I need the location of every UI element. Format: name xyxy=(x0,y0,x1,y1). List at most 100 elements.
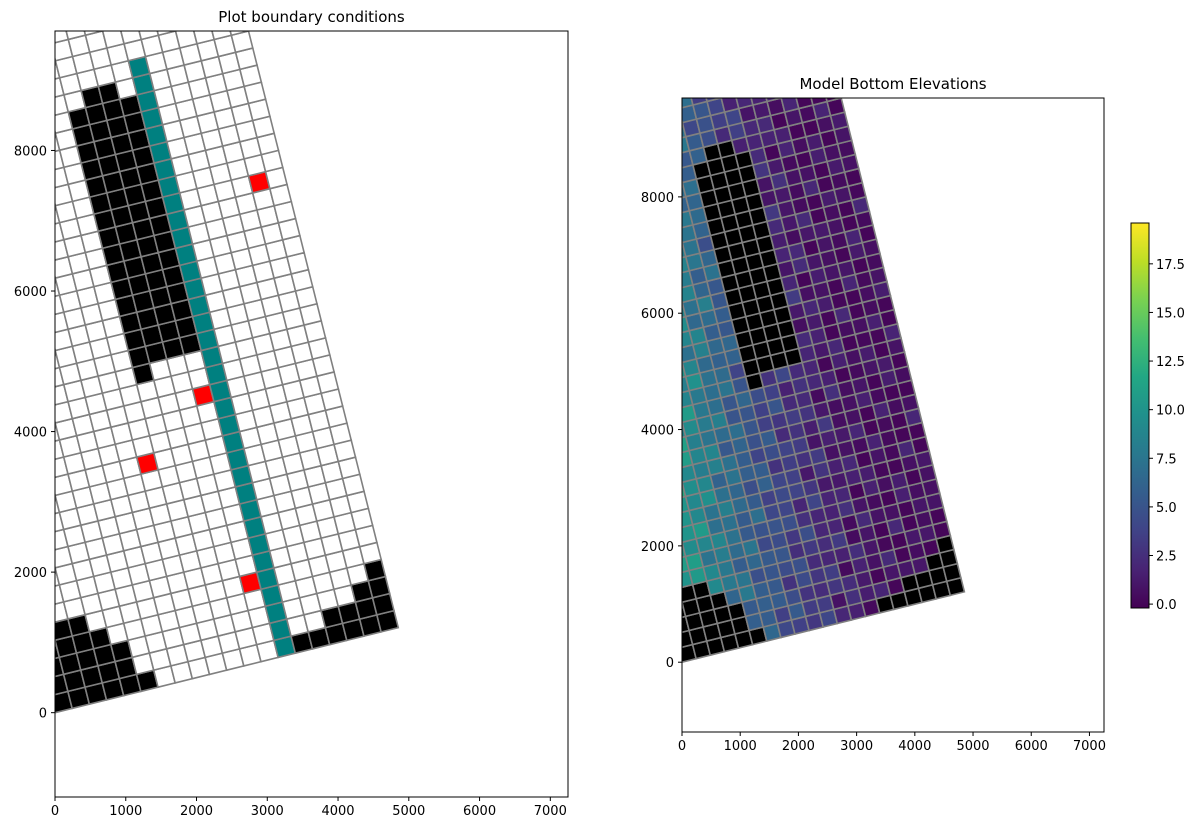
grid-cell xyxy=(555,151,573,169)
grid-cell xyxy=(12,393,33,414)
grid-cell xyxy=(0,146,8,167)
y-tick-label: 4000 xyxy=(14,426,47,441)
grid-cell xyxy=(4,359,25,380)
colorbar-tick-label: 2.5 xyxy=(1156,550,1177,565)
grid-cell xyxy=(587,98,605,116)
grid-cell xyxy=(636,475,654,493)
grid-cell xyxy=(590,292,608,310)
grid-cell xyxy=(711,52,729,70)
grid-cell xyxy=(55,346,57,352)
grid-cell xyxy=(622,359,640,377)
grid-cell xyxy=(583,264,601,282)
grid-cell xyxy=(55,128,57,135)
grid-cell xyxy=(211,31,233,41)
grid-cell xyxy=(25,299,46,320)
grid-cell xyxy=(622,239,640,257)
grid-cell xyxy=(647,338,665,356)
grid-cell xyxy=(705,98,723,103)
plot-title: Plot boundary conditions xyxy=(218,8,405,26)
grid-cell xyxy=(640,250,658,268)
grid-cell xyxy=(17,120,38,141)
y-tick-label: 0 xyxy=(666,656,674,671)
grid-cell xyxy=(0,470,17,491)
grid-cell xyxy=(598,320,616,338)
grid-cell xyxy=(174,31,179,32)
grid-cell xyxy=(101,31,106,32)
grid-cell xyxy=(661,334,679,352)
grid-cell xyxy=(658,140,676,158)
grid-cell xyxy=(0,291,8,312)
grid-cell xyxy=(640,369,658,387)
grid-cell xyxy=(65,31,87,41)
grid-cell xyxy=(0,18,13,39)
grid-cell xyxy=(668,63,686,81)
grid-cell xyxy=(25,517,46,538)
grid-cell xyxy=(629,147,647,165)
grid-cell xyxy=(0,91,12,112)
grid-cell xyxy=(128,0,149,5)
grid-cell xyxy=(594,126,612,144)
grid-cell xyxy=(77,0,98,18)
grid-cell xyxy=(658,320,676,338)
grid-cell xyxy=(17,483,38,504)
grid-cell xyxy=(651,112,669,130)
axes-frame xyxy=(681,97,1105,733)
grid-cell xyxy=(780,98,785,99)
grid-cell xyxy=(626,373,644,391)
grid-cell xyxy=(138,31,160,41)
grid-cell xyxy=(682,358,684,364)
grid-cell xyxy=(651,232,669,250)
grid-cell xyxy=(0,397,17,418)
grid-cell xyxy=(799,45,817,63)
grid-cell xyxy=(780,98,800,114)
grid-cell xyxy=(612,77,630,95)
grid-cell xyxy=(644,84,662,102)
grid-cell xyxy=(192,31,216,45)
grid-cell xyxy=(55,636,57,642)
grid-cell xyxy=(576,175,594,193)
x-tick-label: 7000 xyxy=(534,804,567,819)
grid-cell xyxy=(55,0,76,5)
grid-cell xyxy=(116,5,137,26)
grid-cell xyxy=(594,306,612,324)
grid-cell xyxy=(30,244,51,265)
grid-cell xyxy=(0,108,17,129)
grid-cell xyxy=(682,478,684,484)
grid-cell xyxy=(584,144,602,162)
grid-cell xyxy=(573,161,591,179)
grid-cell xyxy=(612,257,630,275)
y-tick-label: 2000 xyxy=(641,540,674,555)
grid-cell xyxy=(629,267,647,285)
x-axis-ticks: 0 1000 2000 3000 4000 5000 6000 7000 xyxy=(678,732,1106,754)
grid-cell xyxy=(0,129,4,150)
colorbar-tick-label: 10.0 xyxy=(1156,404,1185,419)
grid-cell xyxy=(0,52,21,73)
grid-cell xyxy=(17,265,38,286)
grid-cell xyxy=(25,444,46,465)
y-tick-label: 4000 xyxy=(641,424,674,439)
grid-cell xyxy=(608,123,626,141)
grid-cell xyxy=(636,355,654,373)
grid-cell xyxy=(101,31,126,49)
grid-cell xyxy=(735,98,754,110)
grid-cell xyxy=(643,264,661,282)
grid-cell xyxy=(601,154,619,172)
grid-cell xyxy=(650,352,668,370)
grid-cell xyxy=(0,180,17,201)
grid-cell xyxy=(643,324,661,342)
grid-cell xyxy=(629,87,647,105)
grid-cell xyxy=(8,159,29,180)
grid-cell xyxy=(601,94,619,112)
grid-cell xyxy=(647,278,665,296)
grid-cell xyxy=(580,190,598,208)
grid-cell xyxy=(601,274,619,292)
grid-cell xyxy=(785,49,803,67)
grid-cell xyxy=(619,165,637,183)
x-tick-label: 5000 xyxy=(392,804,425,819)
grid-cell xyxy=(750,98,769,106)
grid-cell xyxy=(12,103,33,124)
grid-cell xyxy=(598,200,616,218)
grid-cell xyxy=(622,299,640,317)
grid-cell xyxy=(587,158,605,176)
